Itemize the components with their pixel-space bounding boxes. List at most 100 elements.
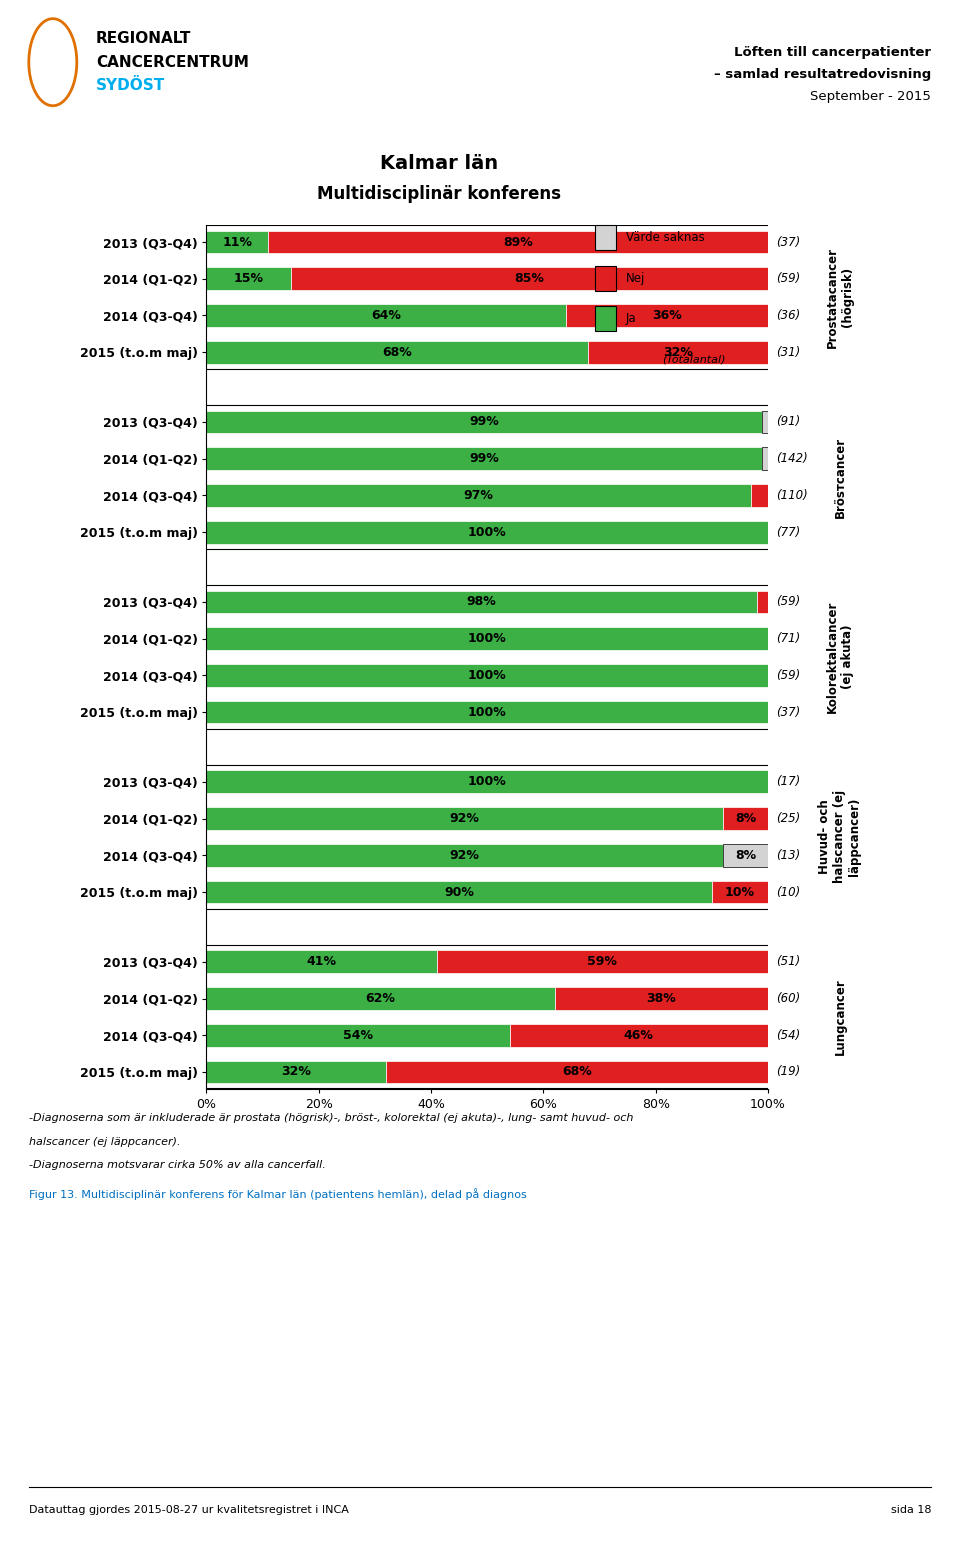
Text: 98%: 98% xyxy=(467,596,496,608)
Text: (59): (59) xyxy=(777,596,801,608)
Bar xyxy=(762,411,768,434)
Text: (59): (59) xyxy=(777,669,801,681)
Text: 32%: 32% xyxy=(663,345,693,359)
Text: September - 2015: September - 2015 xyxy=(810,90,931,103)
Text: (142): (142) xyxy=(777,453,808,465)
Text: (60): (60) xyxy=(777,992,801,1005)
Bar xyxy=(565,305,768,327)
Bar xyxy=(206,701,768,723)
Bar xyxy=(268,230,768,253)
Bar xyxy=(437,950,768,973)
Text: 68%: 68% xyxy=(382,345,412,359)
Bar xyxy=(206,1023,510,1047)
Text: 54%: 54% xyxy=(343,1029,373,1042)
Bar xyxy=(206,880,712,903)
Text: Figur 13. Multidisciplinär konferens för Kalmar län (patientens hemlän), delad p: Figur 13. Multidisciplinär konferens för… xyxy=(29,1188,526,1200)
Bar xyxy=(206,987,555,1009)
Text: (54): (54) xyxy=(777,1029,801,1042)
Text: 15%: 15% xyxy=(233,272,263,285)
Text: (91): (91) xyxy=(777,415,801,429)
Bar xyxy=(712,880,768,903)
Bar xyxy=(206,770,768,793)
Bar xyxy=(723,807,768,830)
Bar xyxy=(206,844,723,866)
Bar xyxy=(206,807,723,830)
Text: (37): (37) xyxy=(777,706,801,718)
Text: 8%: 8% xyxy=(735,849,756,861)
Bar xyxy=(206,591,756,613)
Text: Nej: Nej xyxy=(626,272,645,285)
Bar xyxy=(206,230,268,253)
Text: Lungcancer: Lungcancer xyxy=(833,978,847,1056)
Text: Kolorektalcancer
(ej akuta): Kolorektalcancer (ej akuta) xyxy=(826,600,854,714)
Text: 99%: 99% xyxy=(469,415,499,429)
Text: Kalmar län: Kalmar län xyxy=(380,154,498,173)
Text: 100%: 100% xyxy=(468,706,507,718)
Text: 68%: 68% xyxy=(563,1065,592,1079)
Text: (110): (110) xyxy=(777,488,808,502)
Text: -Diagnoserna motsvarar cirka 50% av alla cancerfall.: -Diagnoserna motsvarar cirka 50% av alla… xyxy=(29,1160,325,1169)
Text: REGIONALT: REGIONALT xyxy=(96,31,191,47)
Text: 97%: 97% xyxy=(464,488,493,502)
Bar xyxy=(762,448,768,470)
Bar xyxy=(555,987,768,1009)
Text: (71): (71) xyxy=(777,633,801,645)
Text: 10%: 10% xyxy=(725,885,755,899)
Text: 100%: 100% xyxy=(468,633,507,645)
Text: sida 18: sida 18 xyxy=(891,1505,931,1515)
Bar xyxy=(510,1023,768,1047)
Text: 89%: 89% xyxy=(503,235,533,249)
Text: 92%: 92% xyxy=(450,812,480,826)
Bar xyxy=(756,591,768,613)
Text: 36%: 36% xyxy=(652,309,682,322)
Text: -Diagnoserna som är inkluderade är prostata (högrisk)-, bröst-, kolorektal (ej a: -Diagnoserna som är inkluderade är prost… xyxy=(29,1113,634,1123)
Text: (13): (13) xyxy=(777,849,801,861)
Text: (77): (77) xyxy=(777,526,801,538)
Text: 92%: 92% xyxy=(450,849,480,861)
Bar xyxy=(206,664,768,687)
Text: 41%: 41% xyxy=(306,955,337,969)
Text: (36): (36) xyxy=(777,309,801,322)
Bar xyxy=(291,267,768,291)
Text: CANCERCENTRUM: CANCERCENTRUM xyxy=(96,54,249,70)
Text: (25): (25) xyxy=(777,812,801,826)
Text: halscancer (ej läppcancer).: halscancer (ej läppcancer). xyxy=(29,1137,180,1146)
Bar xyxy=(386,1061,768,1084)
Text: 100%: 100% xyxy=(468,669,507,681)
Bar xyxy=(206,1061,386,1084)
Bar xyxy=(206,484,751,507)
Bar xyxy=(206,627,768,650)
Text: 62%: 62% xyxy=(366,992,396,1005)
Text: (10): (10) xyxy=(777,885,801,899)
Bar xyxy=(206,521,768,544)
Text: 38%: 38% xyxy=(646,992,676,1005)
Text: Brösтcancer: Brösтcancer xyxy=(833,437,847,518)
Text: – samlad resultatredovisning: – samlad resultatredovisning xyxy=(714,68,931,81)
Text: Datauttag gjordes 2015-08-27 ur kvalitetsregistret i INCA: Datauttag gjordes 2015-08-27 ur kvalitet… xyxy=(29,1505,348,1515)
Text: 99%: 99% xyxy=(469,453,499,465)
Text: 8%: 8% xyxy=(735,812,756,826)
Text: 100%: 100% xyxy=(468,526,507,538)
Text: (31): (31) xyxy=(777,345,801,359)
Text: (Totalantal): (Totalantal) xyxy=(662,355,726,364)
Text: (19): (19) xyxy=(777,1065,801,1079)
Text: 90%: 90% xyxy=(444,885,474,899)
Bar xyxy=(588,341,768,364)
Bar xyxy=(206,950,437,973)
Text: Prostatacancer
(högrisk): Prostatacancer (högrisk) xyxy=(826,247,854,348)
Text: SYDÖST: SYDÖST xyxy=(96,78,165,93)
Bar xyxy=(206,411,762,434)
Bar xyxy=(723,844,768,866)
Text: Ja: Ja xyxy=(626,313,636,325)
Text: 85%: 85% xyxy=(515,272,544,285)
Text: (59): (59) xyxy=(777,272,801,285)
Text: (17): (17) xyxy=(777,776,801,788)
Text: 46%: 46% xyxy=(624,1029,654,1042)
Text: (37): (37) xyxy=(777,235,801,249)
Bar xyxy=(751,484,768,507)
Text: Värde saknas: Värde saknas xyxy=(626,232,705,244)
Text: 11%: 11% xyxy=(223,235,252,249)
Bar xyxy=(206,341,588,364)
Text: Multidisciplinär konferens: Multidisciplinär konferens xyxy=(317,185,562,204)
Bar xyxy=(206,305,565,327)
